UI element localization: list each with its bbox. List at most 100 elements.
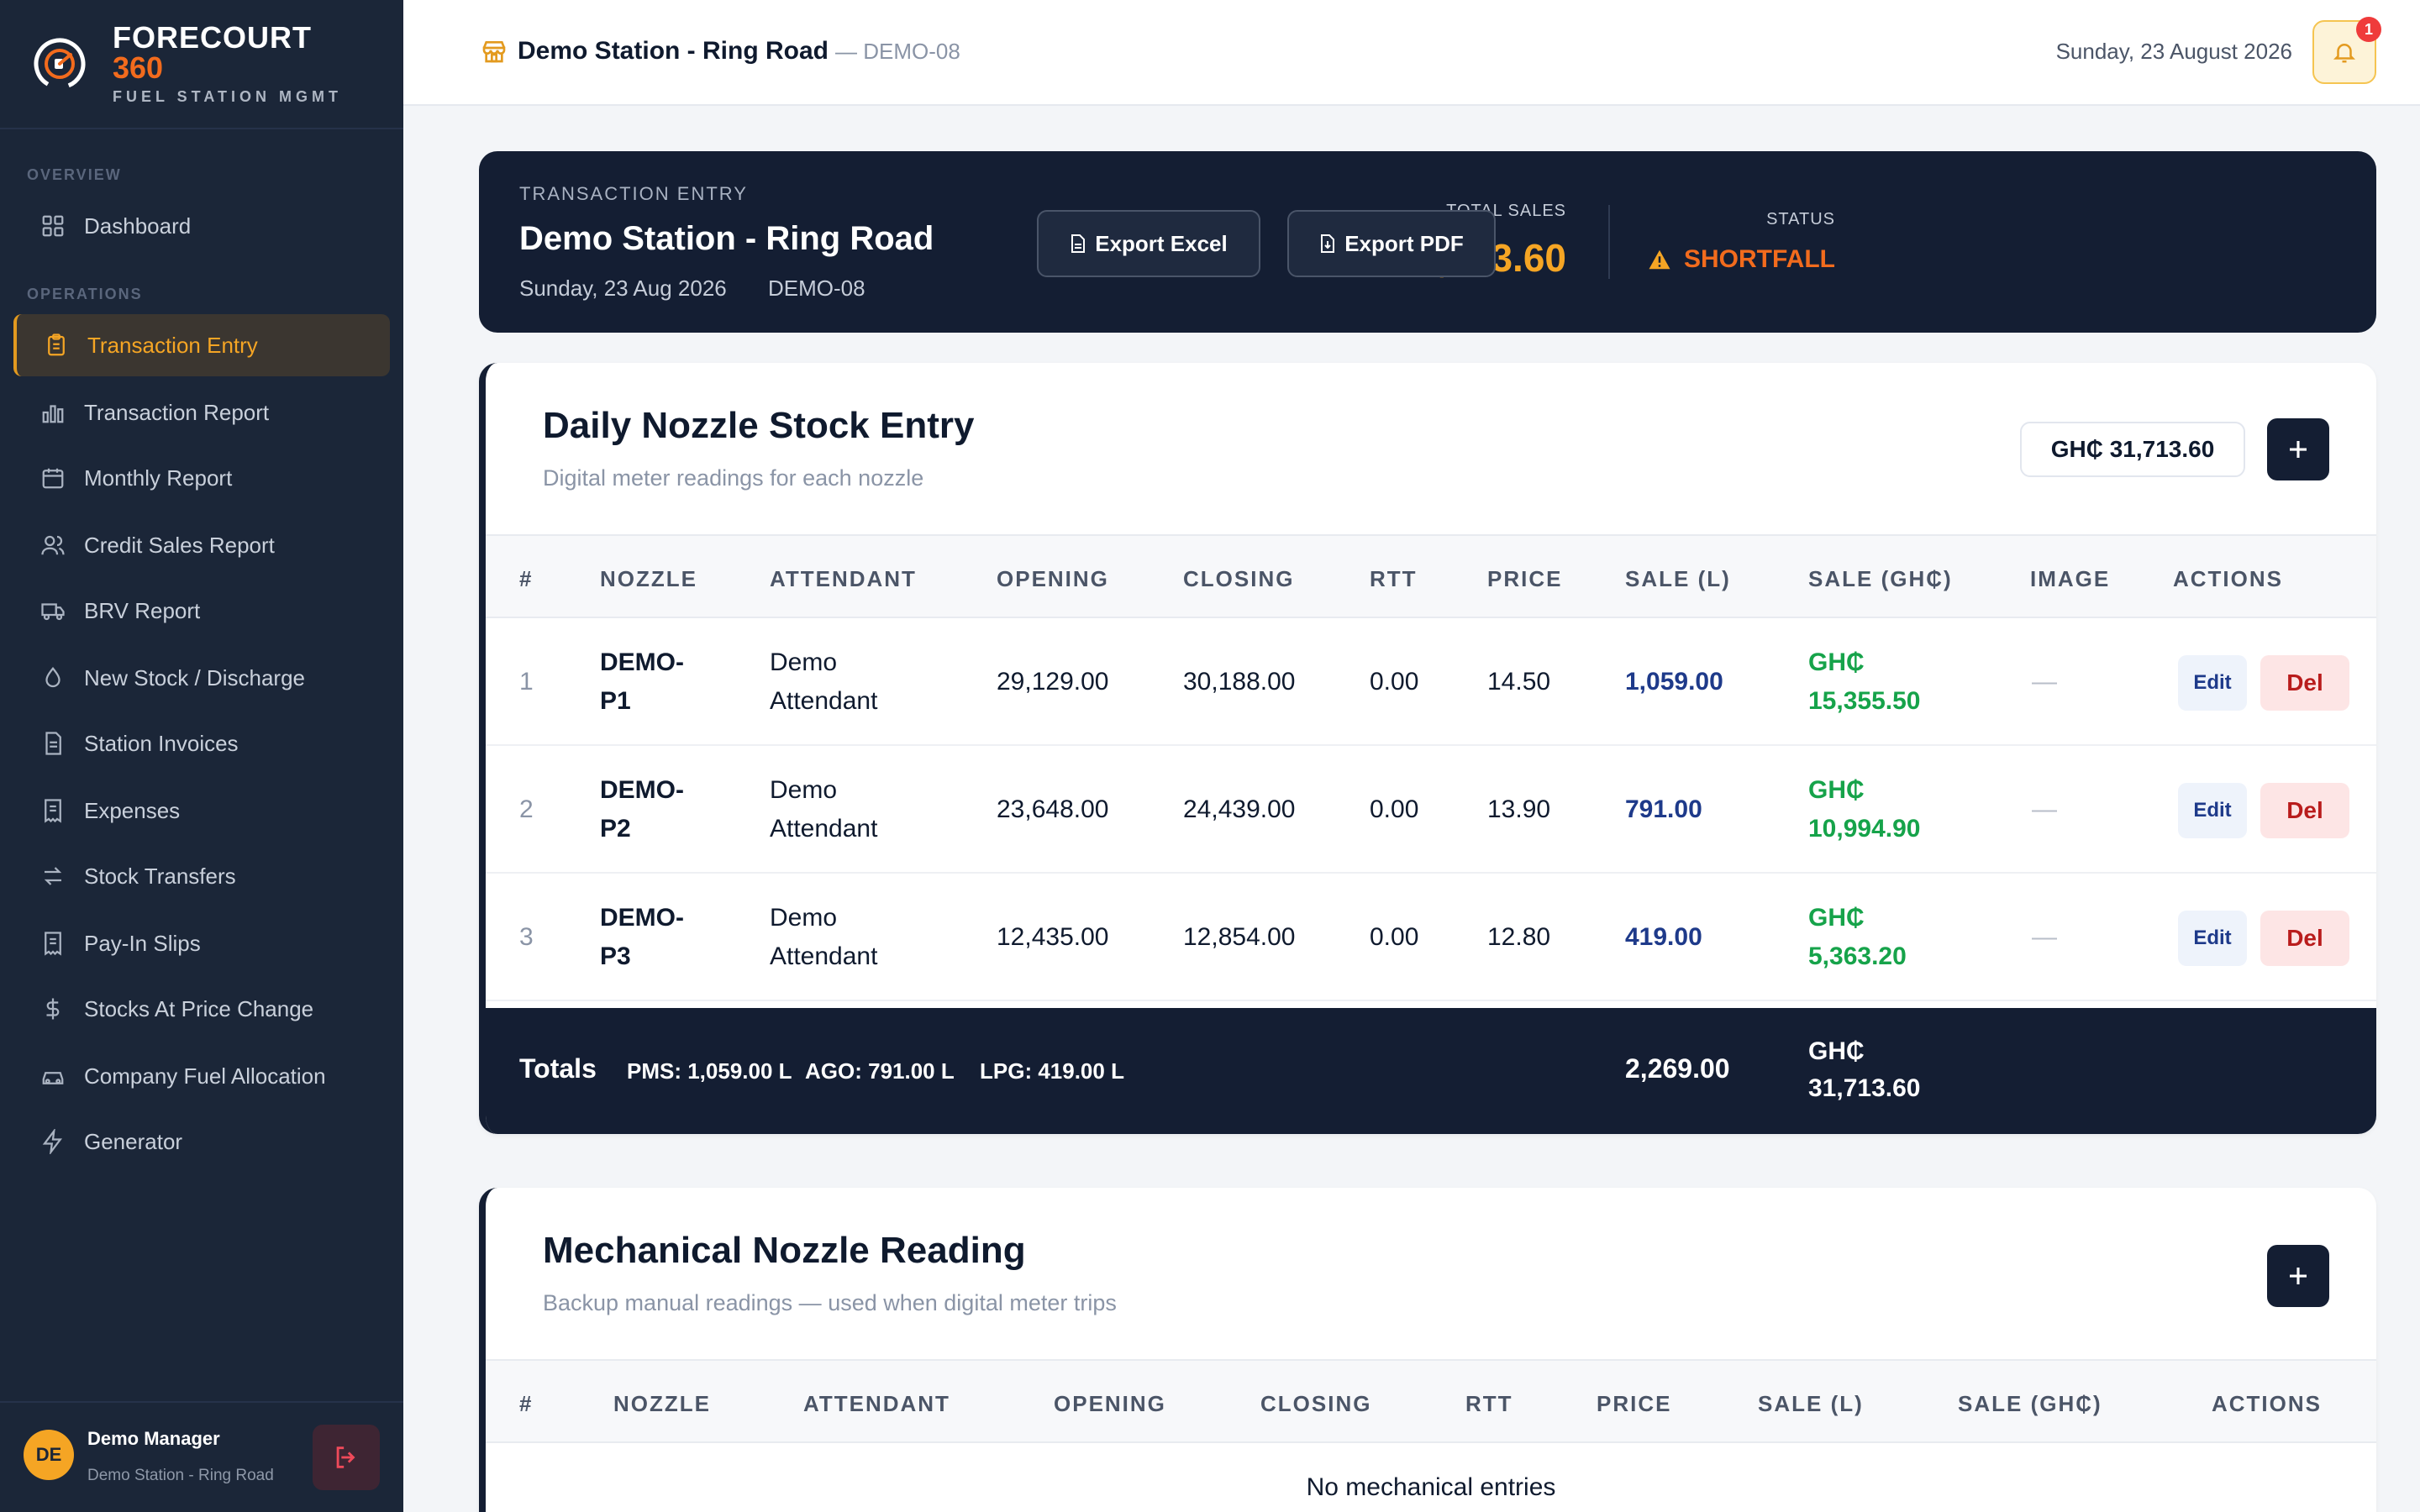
sidebar: FORECOURT 360 FUEL STATION MGMT OVERVIEW… — [0, 0, 403, 1512]
export-excel-label: Export Excel — [1095, 230, 1228, 256]
totals-sale-ghs: GH₵ 31,713.60 — [1808, 1037, 1921, 1102]
sidebar-item-label: Expenses — [84, 797, 181, 823]
sidebar-item-label: Company Fuel Allocation — [84, 1063, 326, 1089]
sidebar-item-brv-report[interactable]: BRV Report — [13, 580, 390, 642]
sidebar-item-expenses[interactable]: Expenses — [13, 780, 390, 842]
col-rtt: RTT — [1370, 566, 1418, 591]
sidebar-item-station-invoices[interactable]: Station Invoices — [13, 712, 390, 774]
dollar-icon — [46, 998, 60, 1020]
edit-button[interactable]: Edit — [2178, 911, 2247, 966]
row-attendant: Demo Attendant — [770, 648, 878, 715]
mechanical-nozzle-card: Mechanical Nozzle Reading Backup manual … — [479, 1188, 2376, 1512]
brand-tagline: FUEL STATION MGMT — [113, 87, 342, 105]
row-opening: 12,435.00 — [997, 923, 1109, 951]
row-closing: 12,854.00 — [1183, 923, 1296, 951]
station-code: — DEMO-08 — [835, 38, 960, 64]
row-attendant: Demo Attendant — [770, 776, 878, 843]
delete-button[interactable]: Del — [2260, 655, 2349, 711]
avatar[interactable]: DE — [24, 1430, 74, 1480]
status-value: SHORTFALL — [1684, 245, 1835, 273]
sidebar-item-transaction-entry[interactable]: Transaction Entry — [13, 314, 390, 376]
hero-date: Sunday, 23 Aug 2026 — [519, 276, 727, 301]
clipboard-icon — [48, 333, 65, 356]
droplet-icon — [45, 666, 60, 688]
row-sale-ghs: GH₵ 15,355.50 — [1808, 648, 1921, 715]
export-excel-button[interactable]: Export Excel — [1037, 210, 1260, 277]
sidebar-item-label: BRV Report — [84, 597, 201, 623]
edit-button[interactable]: Edit — [2178, 783, 2247, 838]
table-header: # NOZZLE ATTENDANT OPENING CLOSING RTT P… — [486, 534, 2376, 618]
station-name: Demo Station - Ring Road — [518, 37, 829, 65]
row-image: — — [2032, 668, 2057, 696]
col-index: # — [519, 566, 534, 591]
sidebar-item-label: Stock Transfers — [84, 863, 236, 889]
row-sale-ghs: GH₵ 5,363.20 — [1808, 904, 1907, 970]
station-title: Demo Station - Ring Road — DEMO-08 — [481, 37, 960, 66]
row-nozzle: DEMO- P2 — [600, 776, 684, 843]
col-actions: ACTIONS — [2173, 566, 2283, 591]
row-rtt: 0.00 — [1370, 923, 1419, 951]
edit-button[interactable]: Edit — [2178, 655, 2247, 711]
divider — [1608, 205, 1610, 279]
table-row: 2 DEMO- P2 Demo Attendant 23,648.00 24,439… — [486, 746, 2376, 874]
row-closing: 30,188.00 — [1183, 668, 1296, 696]
col-opening: OPENING — [1054, 1391, 1166, 1416]
totals-row: Totals PMS: 1,059.00 L AGO: 791.00 L LPG… — [486, 1008, 2376, 1134]
topbar: Demo Station - Ring Road — DEMO-08 Sunda… — [403, 0, 2420, 106]
totals-label: Totals — [519, 1053, 597, 1084]
row-rtt: 0.00 — [1370, 795, 1419, 823]
row-price: 12.80 — [1487, 923, 1551, 951]
col-image: IMAGE — [2030, 566, 2111, 591]
sidebar-item-label: Dashboard — [84, 213, 192, 239]
section-operations: OPERATIONS — [27, 286, 143, 302]
hero-label: TRANSACTION ENTRY — [519, 183, 748, 204]
row-nozzle: DEMO- P1 — [600, 648, 684, 715]
table-row: 1 DEMO- P1 Demo Attendant 29,129.00 30,188… — [486, 618, 2376, 746]
delete-button[interactable]: Del — [2260, 911, 2349, 966]
row-image: — — [2032, 795, 2057, 823]
notifications-button[interactable]: 1 — [2312, 17, 2381, 84]
bar-chart-icon — [42, 405, 64, 423]
sidebar-item-generator[interactable]: Generator — [13, 1110, 390, 1173]
col-nozzle: NOZZLE — [613, 1391, 711, 1416]
add-mechanical-entry-button[interactable] — [2267, 1245, 2329, 1307]
col-price: PRICE — [1487, 566, 1563, 591]
store-icon — [482, 41, 506, 63]
col-price: PRICE — [1597, 1391, 1672, 1416]
section-title: Mechanical Nozzle Reading — [543, 1230, 1026, 1271]
add-nozzle-entry-button[interactable] — [2267, 418, 2329, 480]
car-icon — [42, 1072, 64, 1084]
col-sale-litres: SALE (L) — [1625, 566, 1731, 591]
user-panel: DE Demo Manager Demo Station - Ring Road — [0, 1401, 403, 1512]
hero-title: Demo Station - Ring Road — [519, 220, 934, 257]
sidebar-item-stocks-price-change[interactable]: Stocks At Price Change — [13, 978, 390, 1040]
col-index: # — [519, 1391, 534, 1416]
sidebar-item-dashboard[interactable]: Dashboard — [13, 195, 390, 257]
plus-icon — [2290, 441, 2307, 458]
sidebar-item-stock-transfers[interactable]: Stock Transfers — [13, 845, 390, 907]
user-station: Demo Station - Ring Road — [87, 1467, 274, 1484]
sidebar-item-new-stock[interactable]: New Stock / Discharge — [13, 647, 390, 709]
sidebar-item-credit-sales-report[interactable]: Credit Sales Report — [13, 514, 390, 576]
sidebar-item-monthly-report[interactable]: Monthly Report — [13, 447, 390, 509]
logout-icon — [336, 1446, 355, 1468]
logout-button[interactable] — [313, 1425, 380, 1490]
delete-button[interactable]: Del — [2260, 783, 2349, 838]
row-opening: 23,648.00 — [997, 795, 1109, 823]
section-subtitle: Backup manual readings — used when digit… — [543, 1290, 1117, 1315]
row-nozzle: DEMO- P3 — [600, 904, 684, 970]
sidebar-item-label: Pay-In Slips — [84, 930, 201, 956]
sidebar-item-pay-in-slips[interactable]: Pay-In Slips — [13, 912, 390, 974]
totals-ago: AGO: 791.00 L — [805, 1058, 955, 1084]
sidebar-item-label: Transaction Entry — [87, 332, 258, 358]
export-pdf-button[interactable]: Export PDF — [1287, 210, 1496, 277]
col-rtt: RTT — [1465, 1391, 1513, 1416]
col-opening: OPENING — [997, 566, 1109, 591]
row-closing: 24,439.00 — [1183, 795, 1296, 823]
row-index: 3 — [519, 923, 534, 951]
sidebar-item-company-fuel-allocation[interactable]: Company Fuel Allocation — [13, 1045, 390, 1107]
brand[interactable]: FORECOURT 360 FUEL STATION MGMT — [30, 22, 383, 106]
sidebar-item-transaction-report[interactable]: Transaction Report — [13, 381, 390, 444]
row-price: 13.90 — [1487, 795, 1551, 823]
calendar-icon — [42, 468, 64, 489]
